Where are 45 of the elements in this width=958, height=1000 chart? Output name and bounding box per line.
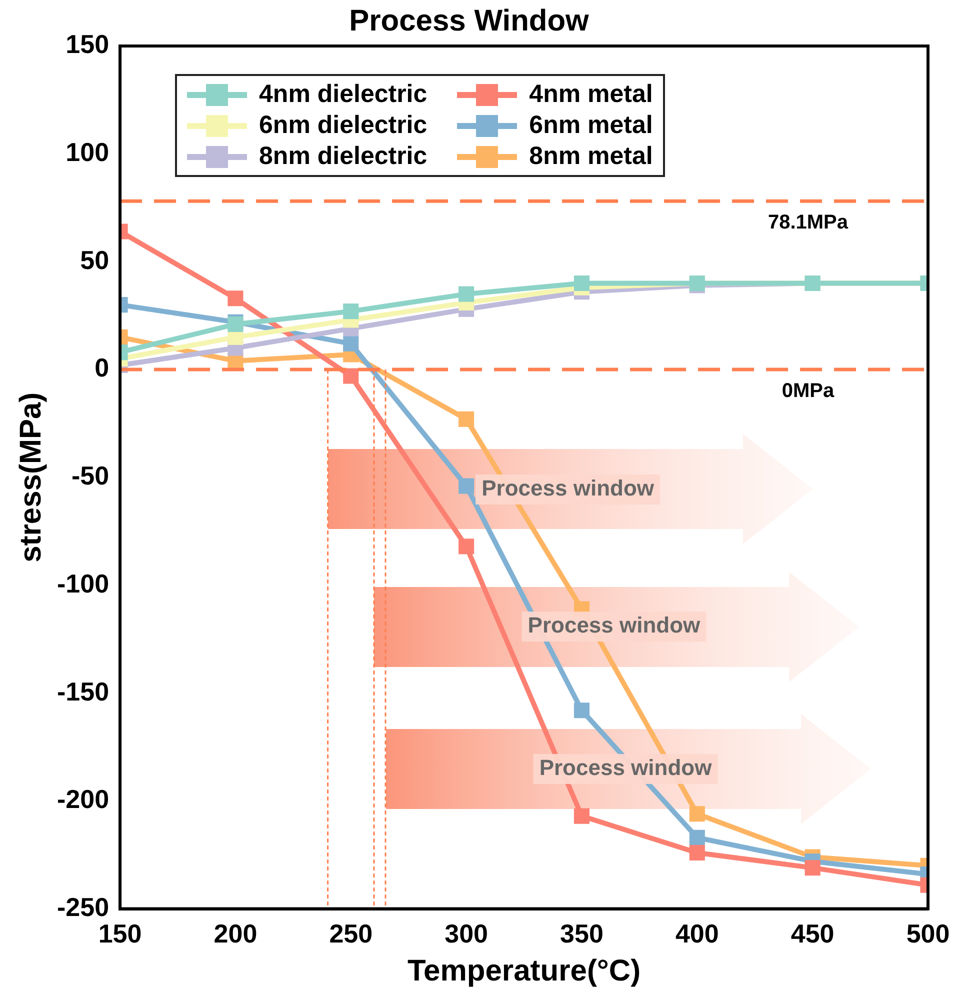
point [343,336,359,352]
annotation: Process window [528,612,702,638]
point [574,275,590,292]
x-tick-label: 350 [560,918,604,949]
annotation: Process window [539,755,713,780]
y-axis-title: stress(MPa) [14,392,48,562]
point [689,806,705,822]
annotation: Process window [482,476,655,501]
legend-label: 8nm dielectric [259,142,428,171]
point [228,290,244,306]
y-tick-label: 150 [66,29,110,60]
y-tick-label: -150 [56,676,110,706]
x-tick-label: 450 [790,918,834,949]
legend-label: 6nm dielectric [259,111,428,140]
point [574,808,590,824]
point [458,286,474,302]
x-tick-label: 250 [329,918,373,949]
point [689,844,705,860]
x-tick-label: 500 [906,918,950,949]
point [458,411,474,427]
y-tick-label: 50 [80,244,110,275]
legend-label: 4nm metal [529,80,653,109]
y-tick-label: -250 [56,892,110,922]
x-axis-title: Temperature(°C) [407,954,641,988]
y-tick-label: -100 [56,568,110,598]
ref-line-label: 78.1MPa [768,212,849,234]
y-tick-label: 0 [94,352,110,383]
y-tick-label: -50 [71,460,110,491]
point [689,830,705,846]
x-tick-label: 200 [214,918,258,949]
point [574,702,590,718]
chart-title: Process Window [349,4,590,38]
x-tick-label: 300 [444,918,488,949]
point [343,368,359,384]
point [458,478,474,494]
point [458,538,474,554]
x-tick-label: 400 [675,918,719,949]
legend-label: 4nm dielectric [259,80,428,109]
legend-label: 6nm metal [529,111,653,140]
point [804,860,820,876]
legend-label: 8nm metal [529,142,653,171]
point [343,304,359,320]
y-tick-label: 100 [66,137,110,168]
ref-line-label: 0MPa [782,380,835,402]
y-tick-label: -200 [56,784,110,814]
